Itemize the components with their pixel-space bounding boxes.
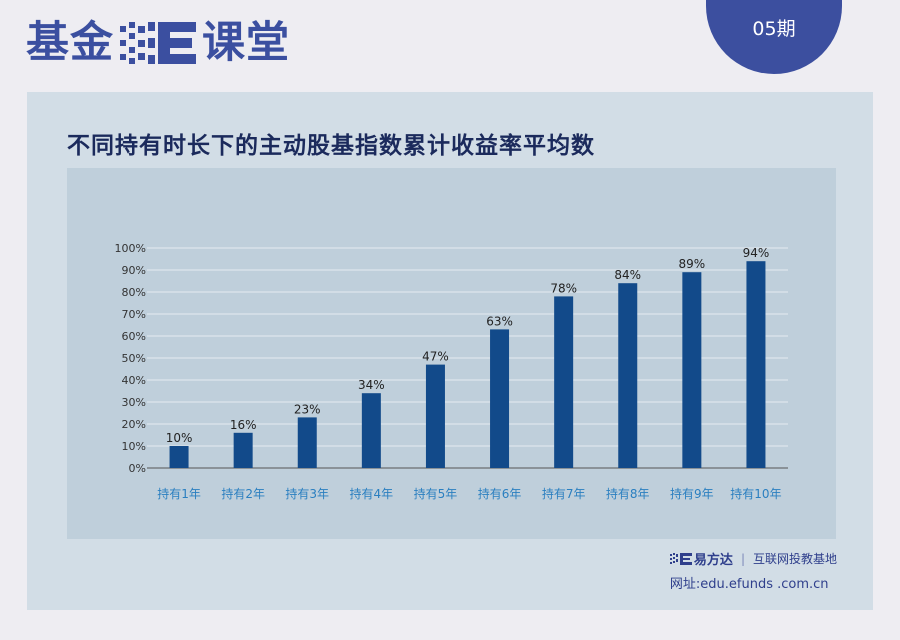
y-tick-label: 80% [122, 286, 146, 299]
y-tick-label: 40% [122, 374, 146, 387]
bar-chart: 0% 10% 20% 30% 40% 50% 60% 70% 80% 90% 100% 10% 持有1年… [115, 242, 788, 501]
logo-text-right: 课堂 [202, 17, 290, 68]
data-label: 84% [614, 268, 641, 282]
x-tick-label: 持有9年 [670, 486, 714, 501]
bar [169, 446, 189, 468]
content-panel: 不同持有时长下的主动股基指数累计收益率平均数 0% 10% 20% 30% 40% 50%… [27, 92, 873, 610]
data-label: 23% [294, 402, 321, 416]
x-tick-label: 持有10年 [730, 486, 781, 501]
y-tick-label: 10% [122, 440, 146, 453]
data-label: 94% [743, 246, 770, 260]
y-tick-label: 90% [122, 264, 146, 277]
bar [297, 417, 317, 468]
y-tick-label: 70% [122, 308, 146, 321]
footer: 易方达 | 互联网投教基地 网址:edu.efunds .com.cn [669, 549, 837, 592]
logo-text-left: 基金 [26, 17, 114, 68]
plot-area [67, 168, 836, 539]
bar [618, 283, 638, 468]
bar [682, 272, 702, 468]
x-tick-label: 持有8年 [606, 486, 650, 501]
bar [361, 393, 381, 468]
x-tick-label: 持有7年 [542, 486, 586, 501]
y-tick-label: 30% [122, 396, 146, 409]
y-tick-label: 50% [122, 352, 146, 365]
bar [233, 432, 253, 468]
y-tick-label: 20% [122, 418, 146, 431]
logo: 基金 课堂 [26, 12, 290, 74]
chart-title: 不同持有时长下的主动股基指数累计收益率平均数 [67, 133, 595, 159]
footer-url: 网址:edu.efunds .com.cn [669, 577, 829, 592]
data-label: 78% [550, 281, 577, 295]
footer-brand: 易方达 [693, 553, 733, 568]
x-tick-label: 持有5年 [414, 486, 458, 501]
x-tick-label: 持有3年 [285, 486, 329, 501]
data-label: 10% [166, 431, 193, 445]
y-tick-label: 60% [122, 330, 146, 343]
efunds-e-logo-icon [669, 552, 692, 565]
x-tick-label: 持有2年 [221, 486, 265, 501]
bar [425, 364, 445, 468]
x-tick-label: 持有1年 [157, 486, 201, 501]
y-tick-label: 100% [115, 242, 146, 255]
y-tick-label: 0% [129, 462, 146, 475]
bar [490, 329, 510, 468]
data-label: 34% [358, 378, 385, 392]
efunds-e-logo-icon [120, 22, 196, 64]
footer-separator: | [740, 551, 745, 566]
x-tick-label: 持有6年 [478, 486, 522, 501]
data-label: 63% [486, 314, 513, 328]
bar [554, 296, 574, 468]
footer-slogan: 互联网投教基地 [752, 552, 837, 566]
x-tick-label: 持有4年 [350, 486, 394, 501]
data-label: 47% [422, 350, 449, 364]
data-label: 16% [230, 418, 257, 432]
issue-number: 05期 [752, 18, 796, 40]
issue-badge: 05期 [706, 0, 842, 74]
data-label: 89% [679, 257, 706, 271]
bar [746, 261, 766, 468]
